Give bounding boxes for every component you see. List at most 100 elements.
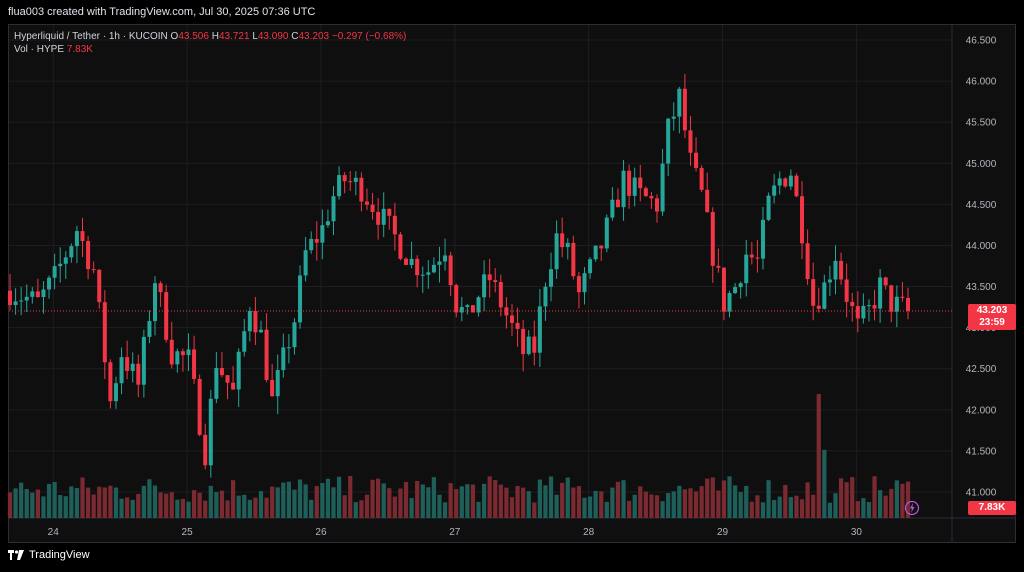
volume-bar	[509, 497, 515, 518]
candle-body	[153, 283, 158, 322]
candle-body	[705, 189, 710, 213]
volume-bar	[258, 491, 264, 518]
candle-body	[749, 254, 754, 258]
volume-bar	[638, 486, 643, 518]
candle-body	[632, 177, 637, 196]
candle-body	[760, 219, 765, 259]
candle-body	[292, 322, 297, 348]
volume-bar	[370, 479, 375, 518]
candle-body	[376, 211, 381, 225]
volume-bar	[297, 479, 303, 518]
volume-bar	[125, 497, 130, 518]
candle-body	[253, 310, 258, 333]
candle-body	[337, 175, 342, 197]
volume-bar	[331, 487, 336, 518]
volume-bar	[582, 497, 587, 518]
volume-bar	[705, 478, 710, 518]
candle-body	[270, 379, 275, 397]
legend-volume-row: Vol · HYPE 7.83K	[14, 43, 406, 56]
candle-body	[688, 130, 693, 153]
legend-low: 43.090	[257, 31, 289, 42]
volume-bar	[381, 483, 386, 518]
candle-body	[565, 242, 570, 248]
volume-bar	[197, 492, 202, 518]
candle-body	[420, 274, 425, 276]
brand[interactable]: TradingView	[8, 549, 90, 561]
candle-body	[309, 238, 314, 251]
candle-body	[822, 282, 827, 309]
candle-body	[615, 199, 620, 208]
x-tick-label: 28	[583, 527, 595, 538]
candle-body	[169, 339, 174, 365]
volume-bar	[716, 490, 721, 518]
candle-body	[443, 255, 448, 262]
candle-body	[314, 238, 319, 243]
y-tick-label: 45.500	[966, 118, 997, 129]
x-tick-label: 29	[717, 527, 729, 538]
volume-bar	[208, 485, 213, 518]
volume-bar	[794, 495, 799, 518]
volume-bar	[286, 481, 292, 518]
volume-bar	[459, 486, 464, 518]
candle-body	[894, 296, 899, 312]
volume-bar	[113, 487, 119, 518]
volume-bar	[643, 491, 648, 518]
volume-bar	[13, 488, 18, 518]
candle-body	[839, 260, 844, 280]
candle-body	[331, 196, 336, 222]
volume-bar	[626, 500, 632, 518]
volume-bar	[281, 482, 286, 518]
volume-bar	[348, 475, 353, 518]
candle-body	[800, 196, 805, 244]
volume-bar	[526, 491, 531, 518]
y-tick-label: 44.000	[966, 241, 997, 252]
candle-body	[359, 177, 364, 202]
volume-bar	[320, 483, 325, 518]
volume-bar	[97, 486, 102, 518]
candle-body	[576, 276, 581, 293]
candle-body	[175, 351, 180, 365]
volume-bar	[822, 449, 827, 518]
candle-body	[805, 243, 810, 280]
candle-body	[694, 152, 699, 168]
candle-body	[258, 329, 264, 333]
candle-body	[108, 362, 113, 402]
volume-bar	[186, 501, 191, 518]
volume-bar	[632, 494, 637, 518]
volume-bar	[799, 499, 805, 518]
candle-body	[599, 245, 604, 249]
volume-bar	[175, 499, 180, 518]
candle-body	[30, 291, 35, 297]
y-tick-label: 46.500	[966, 36, 997, 47]
volume-bar	[470, 484, 476, 518]
candle-body	[482, 274, 487, 298]
candle-body	[180, 351, 185, 356]
volume-bar	[710, 477, 715, 518]
candle-body	[515, 322, 520, 329]
volume-bar	[426, 487, 431, 518]
legend: Hyperliquid / Tether · 1h · KUCOIN O43.5…	[14, 30, 406, 56]
candle-body	[537, 306, 542, 353]
candle-body	[666, 118, 671, 164]
legend-high-label: H	[211, 31, 219, 42]
candle-body	[766, 195, 771, 220]
volume-bar	[63, 496, 68, 518]
volume-bar	[314, 486, 319, 518]
volume-bar	[811, 494, 816, 518]
volume-bar	[309, 499, 314, 518]
candle-body	[699, 167, 704, 190]
candle-body	[214, 368, 219, 399]
volume-bar	[353, 502, 358, 518]
y-tick-label: 46.000	[966, 77, 997, 88]
volume-bar	[119, 498, 124, 518]
candle-body	[164, 292, 169, 340]
candle-body	[643, 188, 648, 197]
candle-body	[811, 279, 816, 306]
candle-body	[526, 336, 531, 355]
volume-bar	[604, 501, 609, 518]
volume-bar	[420, 484, 425, 518]
candle-body	[844, 279, 849, 302]
candle-body	[370, 204, 375, 212]
y-tick-label: 42.000	[966, 405, 997, 416]
